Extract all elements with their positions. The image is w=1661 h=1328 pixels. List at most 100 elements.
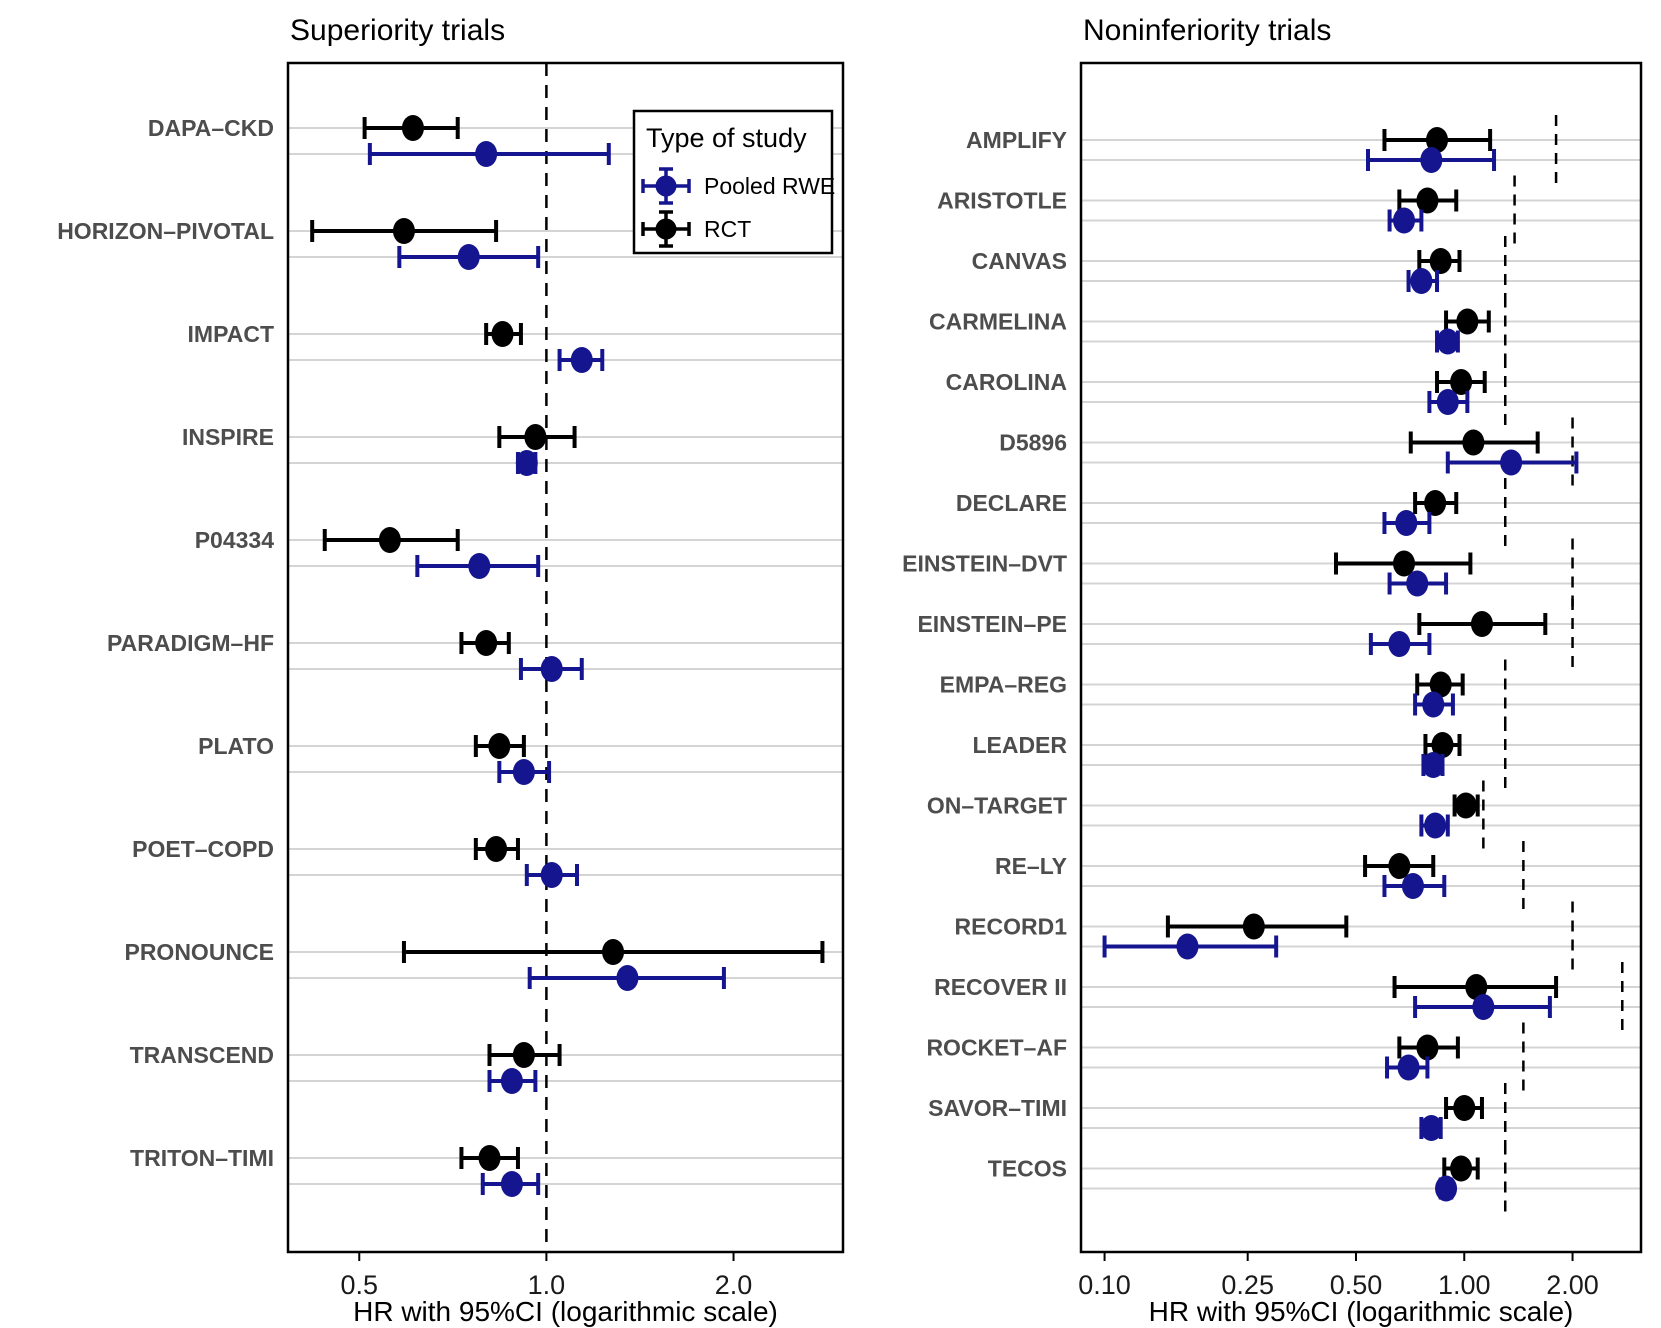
left-panel-title: Superiority trials <box>290 14 506 47</box>
trial-row: TRANSCEND <box>130 1042 562 1094</box>
hr-point <box>485 836 508 862</box>
trial-row: EINSTEIN–PE <box>917 599 1574 669</box>
trial-row: SAVOR–TIMI <box>928 1083 1507 1153</box>
trial-row: HORIZON–PIVOTAL <box>57 218 541 270</box>
right-panel-title: Noninferiority trials <box>1083 14 1332 47</box>
x-tick-label: 0.25 <box>1221 1270 1274 1300</box>
hr-point <box>1388 853 1411 879</box>
hr-point <box>1388 631 1411 657</box>
legend-title: Type of study <box>646 123 807 153</box>
trial-label: P04334 <box>195 527 275 553</box>
hr-point <box>1429 248 1452 274</box>
legend-item-label: Pooled RWE <box>704 173 835 199</box>
hr-point <box>488 733 511 759</box>
trial-row: EMPA–REG <box>940 659 1507 730</box>
hr-point <box>1454 792 1477 819</box>
trial-label: RECORD1 <box>955 914 1068 940</box>
x-tick-label: 1.0 <box>528 1270 566 1300</box>
trial-label: PARADIGM–HF <box>107 630 274 656</box>
trial-row: ARISTOTLE <box>937 175 1516 246</box>
x-tick-label: 2.00 <box>1546 1270 1599 1300</box>
x-tick-label: 0.5 <box>340 1270 378 1300</box>
trial-label: CAROLINA <box>946 369 1067 395</box>
trial-label: TRITON–TIMI <box>130 1145 274 1171</box>
trial-row: RE–LY <box>995 841 1525 911</box>
hr-point <box>512 759 535 785</box>
trial-label: EINSTEIN–DVT <box>902 551 1067 577</box>
hr-point <box>1435 1175 1458 1202</box>
hr-point <box>401 115 424 141</box>
hr-point <box>1176 933 1199 960</box>
x-tick-label: 1.00 <box>1438 1270 1491 1300</box>
hr-point <box>491 321 514 347</box>
hr-point <box>1401 873 1424 899</box>
hr-point <box>475 141 498 167</box>
hr-point <box>540 862 563 888</box>
x-tick-label: 0.10 <box>1078 1270 1131 1300</box>
legend-item-label: RCT <box>704 216 751 242</box>
hr-point <box>1406 570 1429 597</box>
hr-point <box>1450 369 1473 395</box>
trial-row: AMPLIFY <box>966 115 1558 185</box>
hr-point <box>1472 994 1495 1020</box>
trial-label: IMPACT <box>188 321 274 347</box>
trial-row: D5896 <box>999 417 1579 488</box>
hr-point <box>1422 691 1445 718</box>
hr-point <box>1393 207 1416 234</box>
trial-row: POET–COPD <box>132 836 579 888</box>
trial-label: ON–TARGET <box>927 793 1067 819</box>
hr-point <box>1470 611 1493 637</box>
hr-point <box>1453 1095 1476 1121</box>
trial-row: LEADER <box>972 720 1507 790</box>
hr-point <box>1420 1115 1443 1141</box>
trial-row: DECLARE <box>956 478 1507 548</box>
panel-border <box>1079 61 1643 1254</box>
trial-label: TRANSCEND <box>130 1042 274 1068</box>
hr-point <box>1436 389 1459 415</box>
hr-point <box>1424 812 1447 839</box>
hr-point <box>1393 550 1416 577</box>
legend-point <box>655 218 677 240</box>
trial-label: SAVOR–TIMI <box>928 1095 1067 1121</box>
trial-row: P04334 <box>195 527 541 579</box>
trial-label: DAPA–CKD <box>148 115 274 141</box>
trial-row: PRONOUNCE <box>124 939 825 991</box>
panel-border <box>286 61 845 1254</box>
right-x-axis-title: HR with 95%CI (logarithmic scale) <box>1148 1296 1574 1327</box>
trial-row: ROCKET–AF <box>926 1022 1525 1093</box>
hr-point <box>1450 1155 1473 1182</box>
legend: Type of study Pooled RWE RCT <box>632 109 835 255</box>
hr-point <box>1465 974 1488 1000</box>
legend-key-pooled-rwe: Pooled RWE <box>641 167 835 205</box>
hr-point <box>1426 127 1449 153</box>
hr-point <box>1456 308 1479 335</box>
hr-point <box>515 450 538 476</box>
hr-point <box>478 1145 501 1171</box>
trial-row: TECOS <box>988 1143 1507 1214</box>
panel-noninferiority: AMPLIFY ARISTOTLE CANVAS CARMELINA CAROLINA D… <box>902 61 1643 1300</box>
hr-point <box>475 630 498 656</box>
hr-point <box>392 218 415 244</box>
trial-row: ON–TARGET <box>927 780 1485 851</box>
trial-label: RE–LY <box>995 853 1067 879</box>
hr-point <box>570 347 593 373</box>
hr-point <box>616 965 639 991</box>
trial-row: RECOVER II <box>934 962 1624 1032</box>
left-x-axis-title: HR with 95%CI (logarithmic scale) <box>353 1296 778 1327</box>
trial-row: CARMELINA <box>929 296 1507 367</box>
trial-label: ARISTOTLE <box>937 188 1067 214</box>
trial-row: CANVAS <box>972 236 1507 306</box>
hr-point <box>1500 449 1523 476</box>
trial-row: PARADIGM–HF <box>107 630 584 682</box>
trial-row: INSPIRE <box>182 424 577 476</box>
panel-superiority: DAPA–CKD HORIZON–PIVOTAL IMPACT INSPIRE P043… <box>57 61 845 1300</box>
trial-label: TECOS <box>988 1156 1067 1182</box>
trial-label: INSPIRE <box>182 424 274 450</box>
hr-point <box>1416 187 1439 214</box>
trial-label: ROCKET–AF <box>926 1035 1067 1061</box>
hr-point <box>524 424 547 450</box>
trial-label: CARMELINA <box>929 309 1067 335</box>
trial-row: RECORD1 <box>955 901 1574 972</box>
hr-point <box>1429 671 1452 698</box>
